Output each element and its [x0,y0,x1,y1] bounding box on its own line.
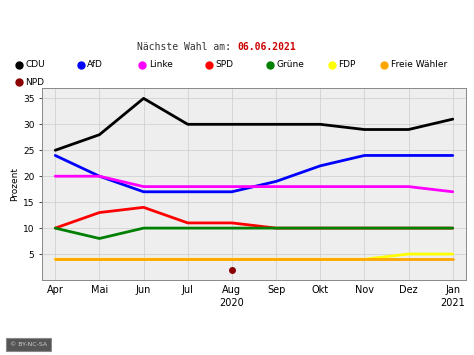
Text: Apr: Apr [47,285,64,295]
Text: FDP: FDP [338,60,356,70]
Text: 06.06.2021: 06.06.2021 [237,42,296,52]
Text: SPD: SPD [215,60,233,70]
Text: Freie Wähler: Freie Wähler [391,60,447,70]
Text: Nächste Wahl am:: Nächste Wahl am: [137,42,237,52]
Text: Institute: 3: Institute: 3 [420,340,469,349]
Text: Verlauf im Liniendiagramm: Verlauf im Liniendiagramm [176,20,298,28]
Text: © BY-NC-SA: © BY-NC-SA [10,342,47,347]
Text: Grüne: Grüne [277,60,305,70]
Text: Jun: Jun [136,285,151,295]
Text: 27.01.21: 27.01.21 [407,12,469,26]
Text: Dez: Dez [399,285,418,295]
Text: Aug: Aug [222,285,241,295]
Text: NPD: NPD [26,78,45,87]
Text: Okt: Okt [312,285,329,295]
Text: CDU: CDU [26,60,45,70]
FancyBboxPatch shape [6,338,51,351]
Text: Zeitraum des Umfrageverlaufes:: Zeitraum des Umfrageverlaufes: [168,322,306,331]
Text: 2020: 2020 [219,297,244,307]
Text: März 2020 - Januar 2021: März 2020 - Januar 2021 [165,340,309,350]
Text: Linke: Linke [149,60,173,70]
Text: Wahlumfragen aller Institute: Wahlumfragen aller Institute [146,10,328,20]
Y-axis label: Prozent: Prozent [9,167,18,201]
Text: Sep: Sep [267,285,285,295]
Text: 2021: 2021 [440,297,465,307]
Text: Sachsen-Anhalt: Sachsen-Anhalt [5,20,96,29]
Text: Wahlumfragen: 5: Wahlumfragen: 5 [392,322,469,331]
Text: Landtagswahl: Landtagswahl [5,9,67,17]
Text: Mai: Mai [91,285,108,295]
Text: Nov: Nov [355,285,374,295]
Text: AfD: AfD [87,60,103,70]
Text: Jul: Jul [182,285,194,295]
Text: Jan: Jan [445,285,460,295]
Text: ♪ dawum.de: ♪ dawum.de [5,322,66,331]
